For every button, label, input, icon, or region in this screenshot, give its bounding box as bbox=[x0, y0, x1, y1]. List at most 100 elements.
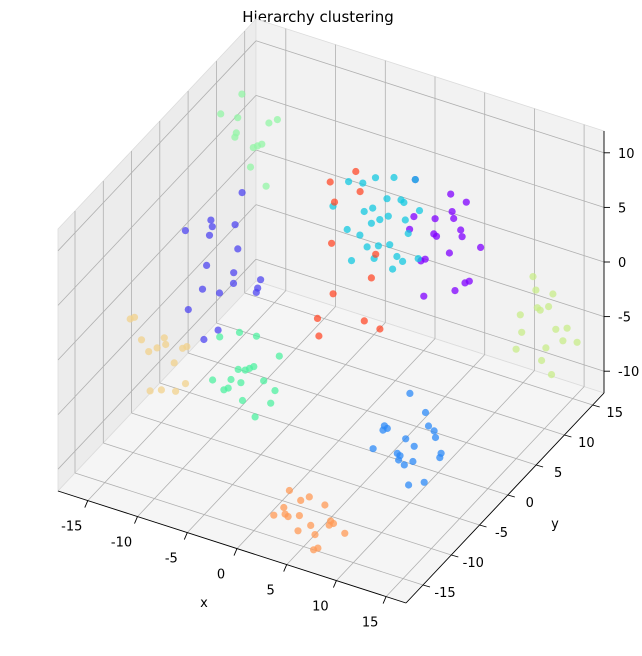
data-point-cluster-0 bbox=[462, 198, 470, 206]
data-point-cluster-8 bbox=[329, 519, 338, 528]
data-point-cluster-3 bbox=[383, 195, 391, 203]
data-point-cluster-2 bbox=[405, 481, 413, 489]
data-point-cluster-8 bbox=[307, 521, 315, 530]
data-point-cluster-6 bbox=[545, 303, 553, 311]
grid-line-x-floor bbox=[336, 370, 535, 581]
grid-line-z-back bbox=[255, 149, 605, 263]
data-point-cluster-8 bbox=[295, 511, 303, 520]
grid-line-z-left bbox=[57, 149, 257, 361]
data-point-cluster-9 bbox=[330, 198, 339, 206]
data-point-cluster-1 bbox=[208, 223, 216, 231]
data-point-cluster-7 bbox=[145, 348, 153, 356]
grid-line-z-back bbox=[255, 258, 605, 372]
data-point-cluster-3 bbox=[345, 178, 353, 186]
data-point-cluster-6 bbox=[559, 337, 567, 345]
data-point-cluster-7 bbox=[183, 343, 191, 351]
data-point-cluster-1 bbox=[203, 261, 211, 269]
data-point-cluster-1 bbox=[231, 221, 239, 229]
axis-labels: -15 -10 -5 0 5 10 15 -15 -10 -5 0 5 10 15 -10 -5 0 5 10 x y bbox=[61, 147, 639, 631]
z-tick-label: 5 bbox=[618, 201, 626, 216]
data-point-cluster-9 bbox=[328, 239, 336, 247]
data-point-cluster-4 bbox=[250, 363, 258, 371]
x-tick-label: 5 bbox=[267, 584, 275, 599]
data-point-cluster-7 bbox=[153, 344, 161, 352]
grid-line-z-back bbox=[255, 40, 605, 154]
data-point-cluster-2 bbox=[395, 456, 403, 464]
data-point-cluster-7 bbox=[162, 340, 170, 349]
data-point-cluster-9 bbox=[313, 314, 322, 322]
data-point-cluster-6 bbox=[512, 345, 520, 353]
data-point-cluster-3 bbox=[359, 179, 367, 187]
data-point-cluster-1 bbox=[200, 335, 208, 344]
data-point-cluster-7 bbox=[181, 380, 190, 388]
data-point-cluster-4 bbox=[275, 352, 283, 360]
data-point-cluster-2 bbox=[436, 454, 444, 462]
data-point-cluster-8 bbox=[297, 496, 305, 504]
data-point-cluster-3 bbox=[393, 252, 401, 261]
grid-line-y-floor bbox=[244, 292, 593, 406]
y-tick-label: 15 bbox=[606, 406, 623, 421]
data-point-cluster-3 bbox=[376, 216, 384, 224]
data-point-cluster-1 bbox=[184, 306, 192, 314]
data-point-cluster-9 bbox=[326, 178, 334, 186]
data-point-cluster-0 bbox=[457, 226, 465, 234]
data-point-cluster-5 bbox=[258, 140, 266, 148]
data-point-cluster-2 bbox=[400, 461, 408, 469]
y-tick bbox=[422, 584, 431, 588]
data-point-cluster-9 bbox=[356, 188, 364, 196]
x-tick bbox=[233, 548, 238, 556]
data-point-cluster-1 bbox=[229, 279, 238, 287]
data-point-cluster-0 bbox=[465, 277, 473, 285]
data-point-cluster-4 bbox=[234, 365, 242, 373]
x-tick bbox=[283, 564, 288, 572]
grid-line-z-left bbox=[57, 258, 257, 470]
data-point-cluster-9 bbox=[329, 290, 337, 298]
y-tick bbox=[564, 434, 572, 438]
data-point-cluster-6 bbox=[542, 344, 550, 352]
data-point-cluster-0 bbox=[448, 208, 456, 216]
data-point-cluster-3 bbox=[401, 216, 409, 224]
grid-line-x-floor bbox=[236, 338, 436, 549]
data-point-cluster-3 bbox=[415, 207, 424, 215]
data-point-cluster-2 bbox=[420, 478, 428, 486]
data-point-cluster-3 bbox=[374, 242, 382, 250]
data-point-cluster-2 bbox=[383, 424, 391, 432]
data-point-cluster-0 bbox=[410, 213, 418, 221]
data-point-cluster-4 bbox=[271, 387, 279, 395]
data-point-cluster-3 bbox=[390, 173, 398, 182]
data-point-cluster-6 bbox=[518, 328, 526, 336]
y-tick-label: -10 bbox=[463, 556, 484, 571]
x-axis-line bbox=[57, 490, 407, 604]
data-point-cluster-8 bbox=[270, 511, 278, 519]
data-point-cluster-4 bbox=[209, 376, 217, 384]
scatter-points bbox=[126, 90, 581, 554]
data-point-cluster-0 bbox=[420, 292, 428, 300]
data-point-cluster-5 bbox=[234, 114, 242, 122]
data-point-cluster-3 bbox=[343, 225, 351, 234]
data-point-cluster-8 bbox=[285, 486, 293, 495]
data-point-cluster-1 bbox=[198, 285, 207, 293]
data-point-cluster-1 bbox=[214, 326, 222, 334]
data-point-cluster-3 bbox=[414, 255, 422, 263]
data-point-cluster-4 bbox=[224, 384, 232, 392]
grid-line-y-floor bbox=[216, 322, 565, 436]
x-tick bbox=[183, 532, 188, 540]
data-point-cluster-7 bbox=[137, 336, 146, 344]
x-tick-label: -15 bbox=[61, 520, 82, 535]
data-point-cluster-7 bbox=[172, 387, 180, 395]
data-point-cluster-7 bbox=[170, 359, 178, 367]
x-tick-label: 10 bbox=[312, 600, 329, 615]
data-point-cluster-8 bbox=[314, 544, 322, 552]
data-point-cluster-4 bbox=[235, 328, 244, 336]
data-point-cluster-5 bbox=[265, 119, 273, 127]
data-point-cluster-9 bbox=[315, 332, 323, 340]
data-point-cluster-1 bbox=[252, 288, 260, 296]
data-point-cluster-2 bbox=[409, 457, 417, 466]
data-point-cluster-0 bbox=[430, 230, 438, 238]
data-point-cluster-1 bbox=[181, 227, 189, 235]
data-point-cluster-1 bbox=[215, 289, 224, 297]
z-tick-label: -10 bbox=[618, 365, 639, 380]
data-point-cluster-0 bbox=[451, 287, 459, 295]
z-tick-label: 0 bbox=[618, 256, 626, 271]
data-point-cluster-8 bbox=[284, 513, 292, 521]
